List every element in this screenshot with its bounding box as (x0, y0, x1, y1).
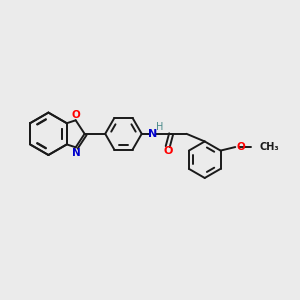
Text: N: N (148, 129, 158, 139)
Text: O: O (71, 110, 80, 120)
Text: O: O (163, 146, 172, 156)
Text: H: H (156, 122, 163, 132)
Text: N: N (72, 148, 80, 158)
Text: CH₃: CH₃ (259, 142, 279, 152)
Text: O: O (236, 142, 245, 152)
